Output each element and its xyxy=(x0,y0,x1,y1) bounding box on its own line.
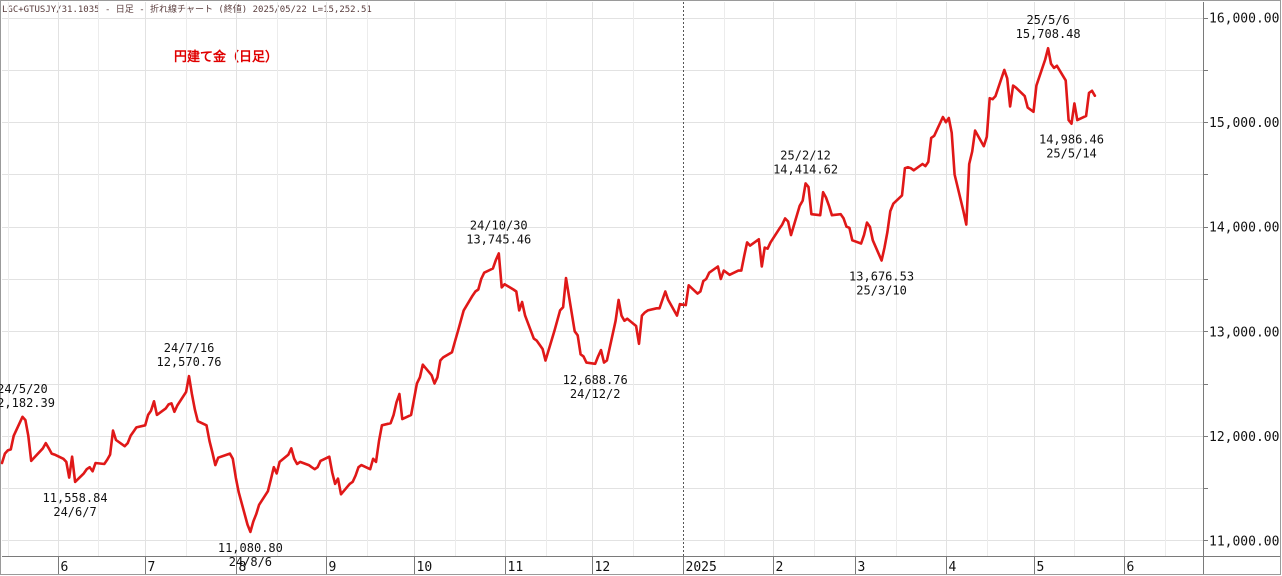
y-tick-label: 11,000.00 xyxy=(1209,534,1279,549)
x-tick-label: 12 xyxy=(595,560,611,575)
annotation-label: 25/5/14 xyxy=(1046,147,1097,161)
annotation-label: 24/7/16 xyxy=(164,341,215,355)
x-tick-label: 6 xyxy=(1127,560,1135,575)
y-tick-label: 12,000.00 xyxy=(1209,430,1279,445)
annotation-label: 24/12/2 xyxy=(570,387,621,401)
x-tick-label: 6 xyxy=(61,560,69,575)
x-tick-label: 11 xyxy=(508,560,524,575)
x-tick-label: 2 xyxy=(776,560,784,575)
annotation-label: 14,414.62 xyxy=(773,162,838,176)
annotation-label: 11,558.84 xyxy=(43,491,108,505)
annotation-label: 11,080.80 xyxy=(218,541,283,555)
annotation-label: 13,676.53 xyxy=(849,269,914,283)
series-line xyxy=(0,46,1097,534)
x-tick-label: 4 xyxy=(949,560,957,575)
y-tick-label: 13,000.00 xyxy=(1209,325,1279,340)
grid-layer xyxy=(2,2,1203,556)
annotation-label: 12,570.76 xyxy=(157,355,222,369)
x-tick-label: 8 xyxy=(239,560,247,575)
annotation-layer: 24/5/2012,182.3911,558.8424/6/724/7/1612… xyxy=(0,13,1104,569)
x-tick-label: 10 xyxy=(417,560,433,575)
annotation-label: 25/5/6 xyxy=(1026,13,1069,27)
x-tick-label: 2025 xyxy=(686,560,717,575)
annotation-label: 25/2/12 xyxy=(780,148,831,162)
y-tick-label: 14,000.00 xyxy=(1209,221,1279,236)
annotation: 25/5/615,708.48 xyxy=(1016,13,1081,41)
annotation-label: 24/10/30 xyxy=(470,218,528,232)
annotation-label: 24/6/7 xyxy=(53,505,96,519)
x-tick-label: 9 xyxy=(329,560,337,575)
annotation-label: 12,182.39 xyxy=(0,396,55,410)
y-tick-label: 15,000.00 xyxy=(1209,116,1279,131)
annotation-label: 24/5/20 xyxy=(0,382,48,396)
annotation-label: 12,688.76 xyxy=(563,373,628,387)
annotation-label: 14,986.46 xyxy=(1039,133,1104,147)
x-tick-label: 5 xyxy=(1037,560,1045,575)
x-tick-label: 3 xyxy=(858,560,866,575)
annotation-label: 13,745.46 xyxy=(466,232,531,246)
annotation-label: 24/8/6 xyxy=(229,555,272,569)
annotation-label: 15,708.48 xyxy=(1016,27,1081,41)
series-layer xyxy=(0,46,1097,534)
annotation: 24/5/2012,182.39 xyxy=(0,382,55,410)
annotation-label: 25/3/10 xyxy=(856,283,907,297)
x-tick-label: 7 xyxy=(148,560,156,575)
chart-title: 円建て金（日足） xyxy=(174,50,279,65)
y-tick-label: 16,000.00 xyxy=(1209,12,1279,27)
